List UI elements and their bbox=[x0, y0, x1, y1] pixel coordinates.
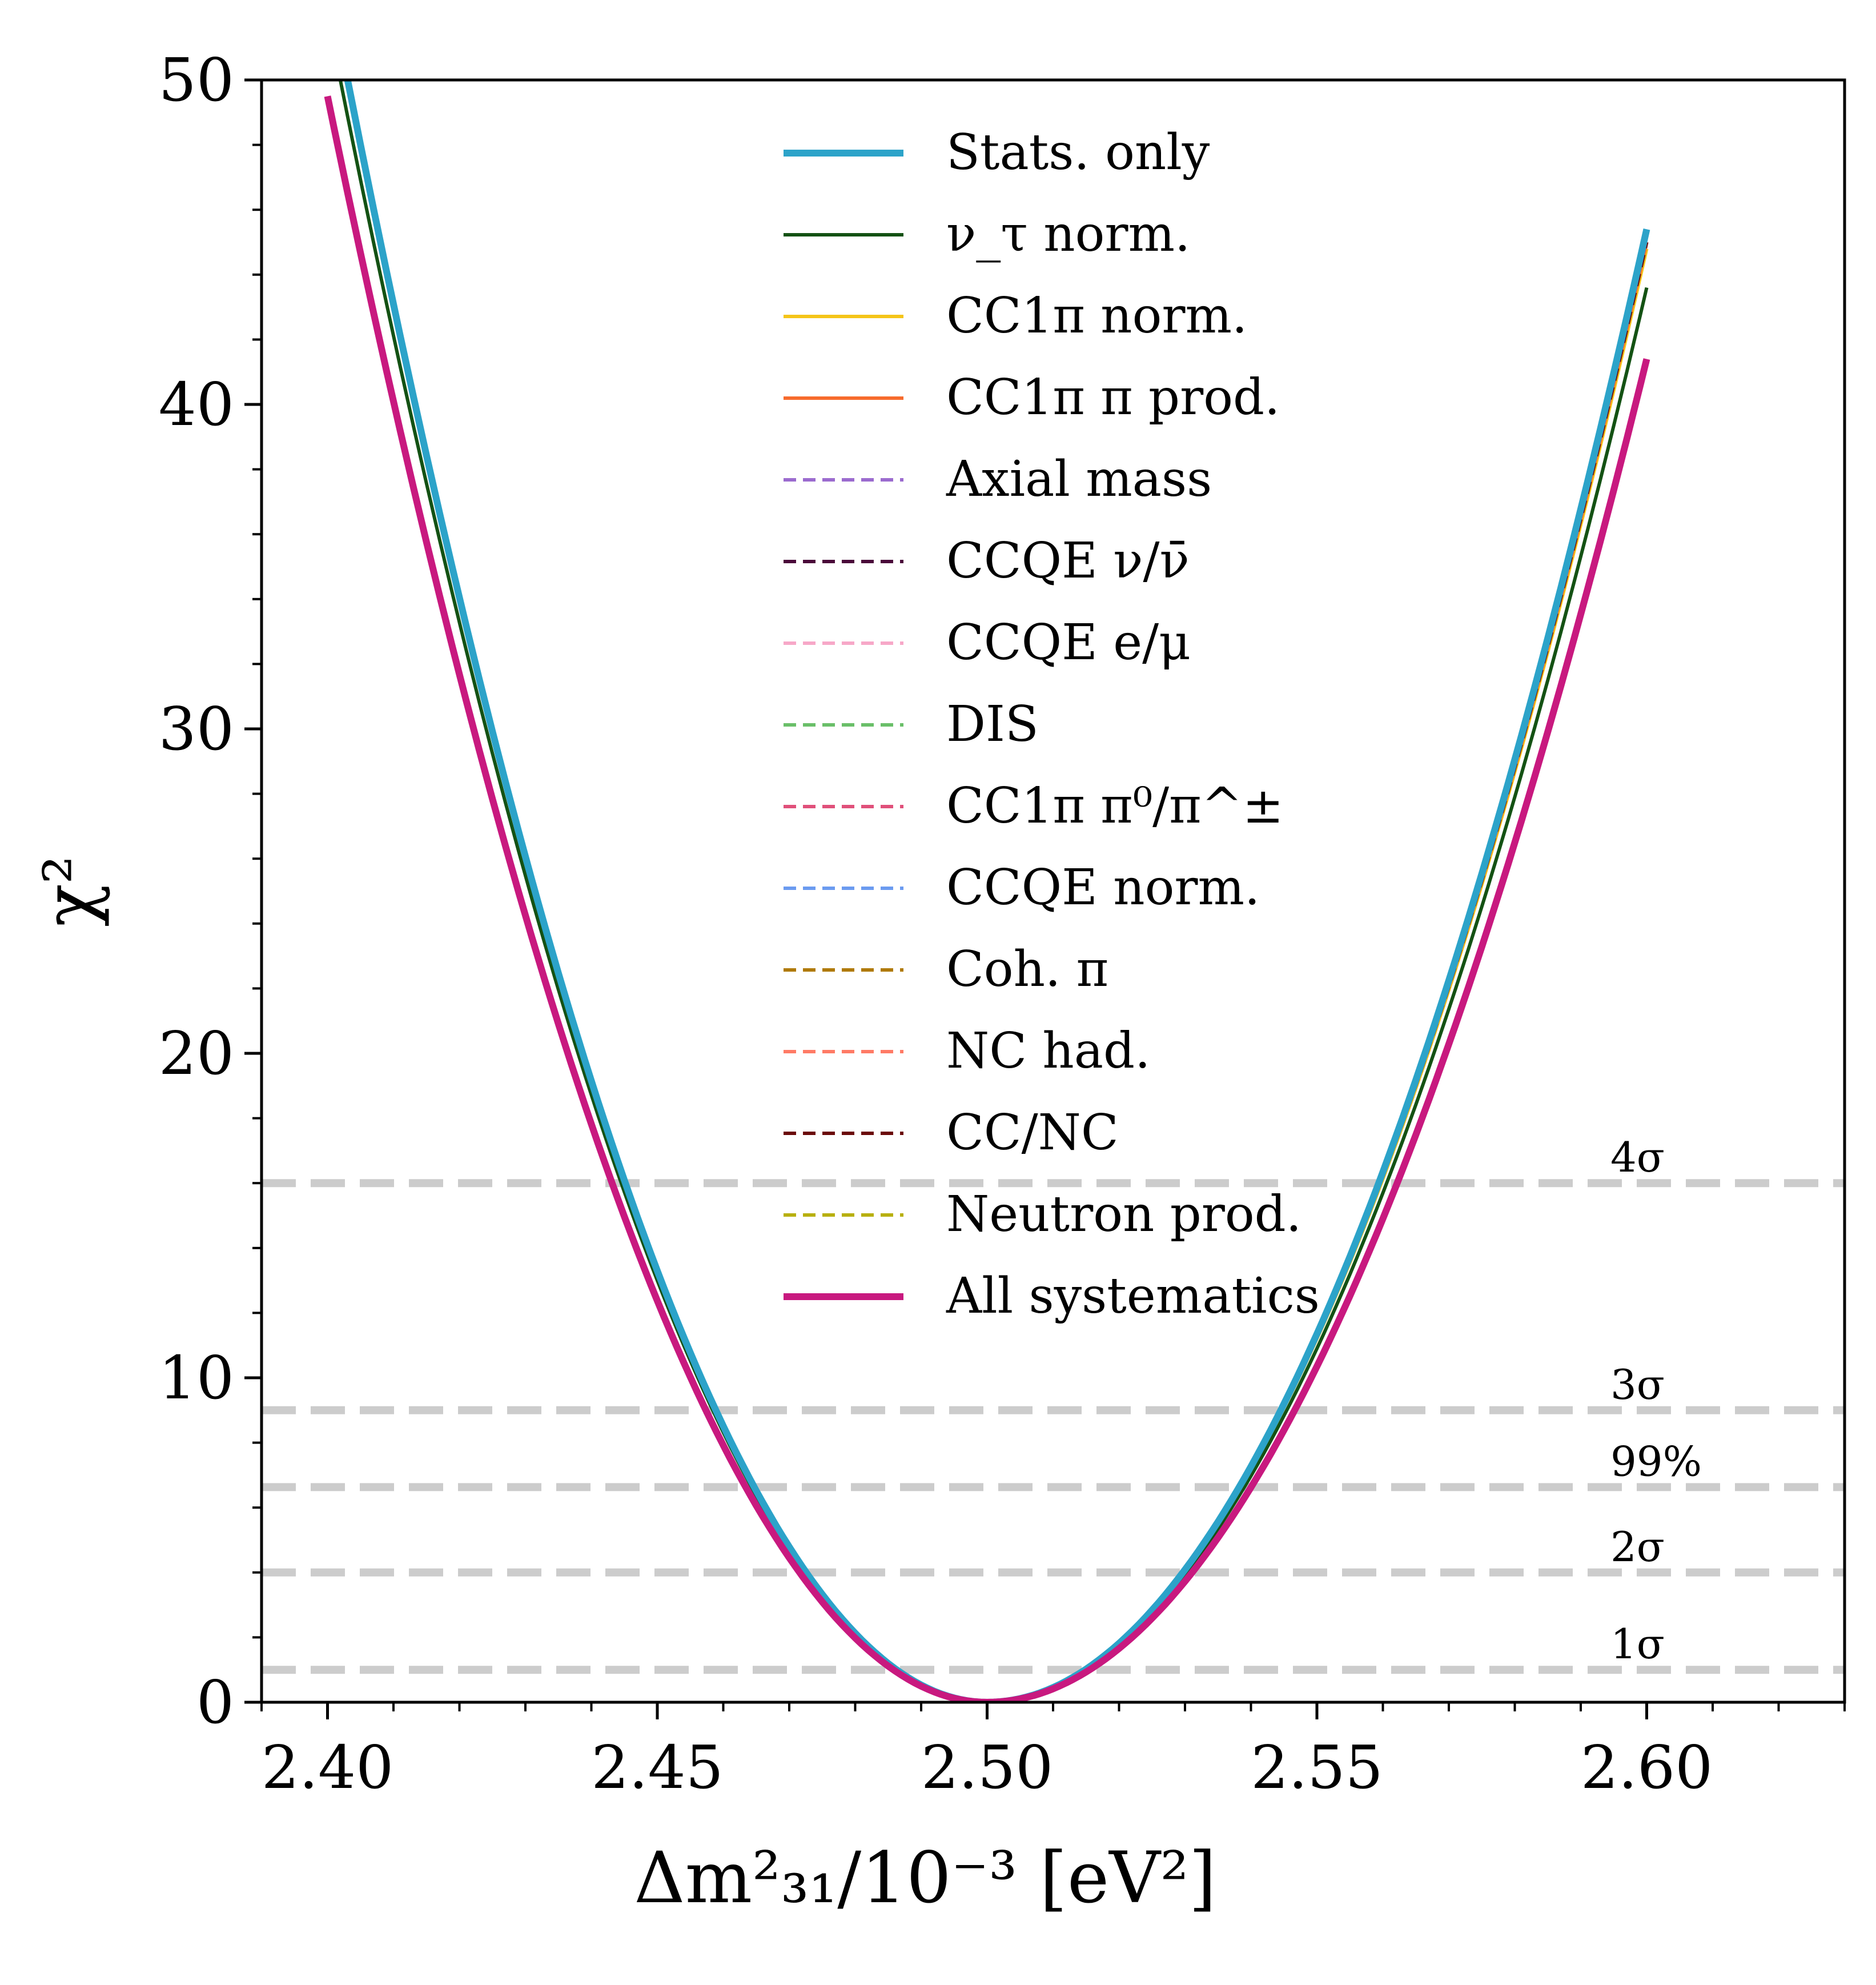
y-tick-label: 10 bbox=[159, 1343, 234, 1413]
legend-label: DIS bbox=[946, 696, 1039, 753]
legend-item: CC1π norm. bbox=[784, 287, 1247, 344]
legend-item: Neutron prod. bbox=[784, 1186, 1301, 1243]
x-axis: 2.40 2.45 2.50 2.55 2.60 bbox=[260, 1702, 1846, 1802]
legend-item: CCQE ν/ν̄ bbox=[784, 532, 1190, 590]
y-tick-label: 50 bbox=[159, 45, 234, 115]
legend-label: All systematics bbox=[946, 1268, 1320, 1325]
legend-item: CC/NC bbox=[784, 1104, 1119, 1161]
legend-label: ν_τ norm. bbox=[946, 206, 1190, 263]
legend-label: CCQE ν/ν̄ bbox=[946, 532, 1190, 590]
x-tick-label: 2.60 bbox=[1581, 1733, 1713, 1802]
x-tick-label: 2.55 bbox=[1251, 1733, 1383, 1802]
legend-label: CC/NC bbox=[946, 1104, 1119, 1161]
legend-item: Coh. π bbox=[784, 941, 1108, 998]
legend-label: Coh. π bbox=[946, 941, 1108, 998]
reference-line-label: 2σ bbox=[1610, 1523, 1665, 1571]
legend-item: DIS bbox=[784, 696, 1039, 753]
x-tick-label: 2.50 bbox=[921, 1733, 1054, 1802]
legend-label: CC1π norm. bbox=[946, 287, 1247, 344]
legend-item: Axial mass bbox=[784, 451, 1212, 508]
legend-label: Neutron prod. bbox=[946, 1186, 1301, 1243]
y-tick-label: 40 bbox=[159, 370, 234, 439]
legend-label: Stats. only bbox=[946, 124, 1210, 181]
series-line bbox=[344, 80, 1650, 1702]
legend-item: CCQE norm. bbox=[784, 859, 1260, 916]
legend-item: CC1π π⁰/π^± bbox=[784, 777, 1284, 835]
y-tick-label: 30 bbox=[159, 694, 234, 764]
series-line bbox=[338, 80, 1649, 1702]
legend-label: NC had. bbox=[946, 1022, 1150, 1080]
legend-item: All systematics bbox=[784, 1268, 1320, 1325]
legend-label: Axial mass bbox=[946, 451, 1212, 508]
x-axis-label: Δm²₃₁/10⁻³ [eV²] bbox=[634, 1837, 1216, 1919]
reference-line-label: 99% bbox=[1610, 1437, 1702, 1485]
reference-labels: 1σ 2σ 99% 3σ 4σ bbox=[1610, 1133, 1702, 1668]
series-line bbox=[324, 95, 1650, 1702]
y-tick-label: 0 bbox=[196, 1667, 234, 1737]
legend-item: CCQE e/μ bbox=[784, 614, 1191, 671]
legend: Stats. only ν_τ norm. CC1π norm. CC1π π pro… bbox=[784, 124, 1320, 1325]
legend-item: CC1π π prod. bbox=[784, 369, 1280, 426]
reference-line-label: 1σ bbox=[1610, 1620, 1665, 1668]
legend-item: NC had. bbox=[784, 1022, 1150, 1080]
y-axis: 0 10 20 30 40 50 bbox=[159, 45, 262, 1737]
legend-label: CCQE e/μ bbox=[946, 614, 1191, 671]
legend-item: Stats. only bbox=[784, 124, 1210, 181]
legend-label: CC1π π⁰/π^± bbox=[946, 777, 1284, 835]
x-tick-label: 2.40 bbox=[262, 1733, 394, 1802]
series-curves bbox=[324, 80, 1650, 1702]
reference-lines bbox=[262, 1179, 1845, 1674]
x-tick-label: 2.45 bbox=[591, 1733, 724, 1802]
legend-label: CC1π π prod. bbox=[946, 369, 1280, 426]
y-tick-label: 20 bbox=[159, 1018, 234, 1088]
reference-line-label: 4σ bbox=[1610, 1133, 1665, 1181]
y-axis-label: χ² bbox=[29, 856, 111, 927]
reference-line-label: 3σ bbox=[1610, 1361, 1665, 1409]
legend-item: ν_τ norm. bbox=[784, 206, 1190, 263]
legend-label: CCQE norm. bbox=[946, 859, 1260, 916]
